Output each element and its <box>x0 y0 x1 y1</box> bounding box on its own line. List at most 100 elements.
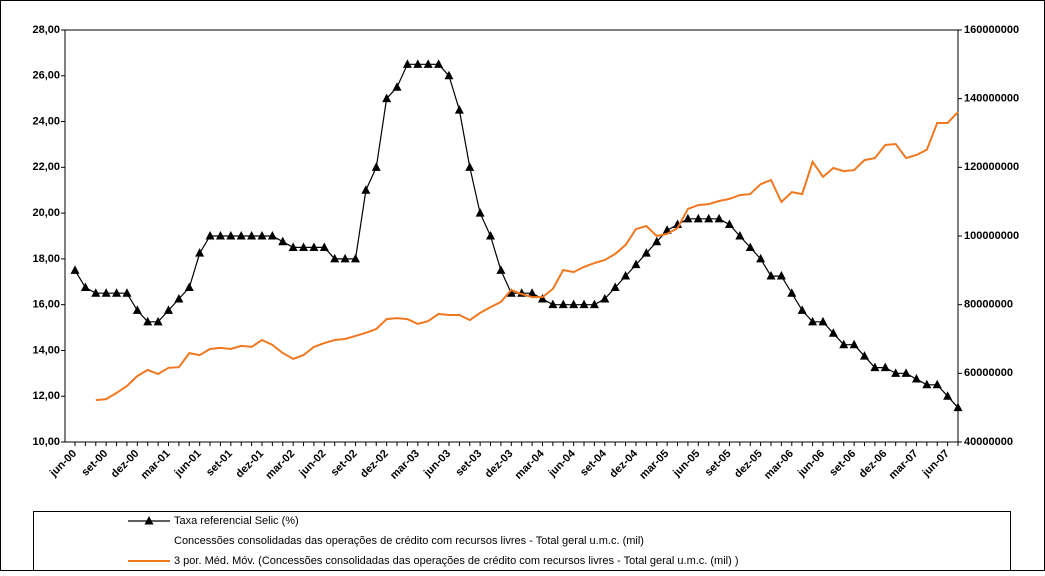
y-tick-label: 18,00 <box>32 253 60 265</box>
data-point <box>776 271 786 280</box>
data-point <box>444 70 454 80</box>
y2-tick-label: 140000000 <box>964 93 1019 105</box>
y-tick-label: 24,00 <box>32 115 60 127</box>
y-tick-label: 16,00 <box>32 299 60 311</box>
data-point <box>579 299 589 309</box>
data-point <box>548 299 558 309</box>
data-point <box>226 231 236 240</box>
data-point <box>257 231 267 240</box>
data-point <box>621 271 631 280</box>
data-point <box>901 368 911 377</box>
y2-tick-label: 120000000 <box>964 161 1019 173</box>
y-tick-label: 12,00 <box>32 390 60 402</box>
data-point <box>828 328 838 337</box>
data-point <box>278 236 288 246</box>
data-point <box>163 305 173 314</box>
data-point <box>496 265 506 274</box>
y-tick-label: 28,00 <box>32 24 60 36</box>
data-point <box>215 231 225 240</box>
y-tick-label: 22,00 <box>32 161 60 173</box>
data-point <box>714 213 724 223</box>
y-tick-label: 20,00 <box>32 207 60 219</box>
data-point <box>205 231 215 240</box>
data-point <box>413 59 423 68</box>
data-point <box>80 282 90 291</box>
data-point <box>943 391 953 400</box>
series-line <box>95 111 959 402</box>
data-point <box>766 271 776 280</box>
data-point <box>309 242 319 251</box>
legend-label: Taxa referencial Selic (%) <box>174 515 299 527</box>
data-point <box>891 368 901 377</box>
data-point <box>486 231 496 240</box>
data-point <box>600 293 610 303</box>
data-point <box>756 253 766 263</box>
data-point <box>953 402 963 412</box>
data-point <box>558 299 568 309</box>
y2-tick-label: 40000000 <box>964 436 1013 448</box>
data-point <box>236 231 246 240</box>
data-point <box>288 242 298 251</box>
data-point <box>870 362 880 372</box>
data-point <box>860 351 870 360</box>
data-point <box>922 379 932 389</box>
data-point <box>745 242 755 251</box>
data-point <box>184 282 194 291</box>
y-tick-label: 26,00 <box>32 70 60 82</box>
data-point <box>704 213 714 223</box>
y2-tick-label: 80000000 <box>964 299 1013 311</box>
data-point <box>319 242 329 251</box>
data-point <box>350 253 360 263</box>
data-point <box>371 162 381 171</box>
data-point <box>132 305 142 314</box>
data-point <box>465 162 475 171</box>
y2-tick-label: 60000000 <box>964 367 1013 379</box>
legend-label: Concessões consolidadas das operações de… <box>174 535 644 547</box>
data-point <box>454 105 464 114</box>
data-point <box>475 208 485 217</box>
data-point <box>849 339 859 349</box>
data-point <box>70 265 80 274</box>
data-point <box>423 59 433 68</box>
data-point <box>569 299 579 309</box>
data-point <box>195 248 205 257</box>
data-point <box>506 288 516 297</box>
data-point <box>808 316 818 326</box>
data-point <box>693 213 703 223</box>
data-point <box>402 59 412 68</box>
data-point <box>434 59 444 68</box>
data-point <box>330 253 340 263</box>
data-point <box>153 316 163 326</box>
data-point <box>880 362 890 372</box>
data-point <box>589 299 599 309</box>
data-point <box>797 305 807 314</box>
data-point <box>641 248 651 257</box>
data-point <box>392 82 402 91</box>
y-tick-label: 10,00 <box>32 436 60 448</box>
data-point <box>610 282 620 291</box>
data-point <box>112 288 122 297</box>
data-point <box>174 293 184 303</box>
data-point <box>724 219 734 229</box>
y2-tick-label: 100000000 <box>964 230 1019 242</box>
data-point <box>361 185 371 194</box>
data-point <box>340 253 350 263</box>
data-point <box>537 293 547 303</box>
data-point <box>818 316 828 326</box>
data-point <box>735 231 745 240</box>
data-point <box>652 236 662 246</box>
data-point <box>91 288 101 297</box>
data-point <box>631 259 641 269</box>
data-point <box>299 242 309 251</box>
y2-tick-label: 160000000 <box>964 24 1019 36</box>
data-point <box>839 339 849 349</box>
data-point <box>683 213 693 223</box>
legend-label: 3 por. Méd. Móv. (Concessões consolidada… <box>174 555 739 567</box>
data-point <box>787 288 797 297</box>
data-point <box>267 231 277 240</box>
data-point <box>932 379 942 389</box>
data-point <box>101 288 111 297</box>
data-point <box>382 93 392 103</box>
legend <box>33 511 1011 571</box>
